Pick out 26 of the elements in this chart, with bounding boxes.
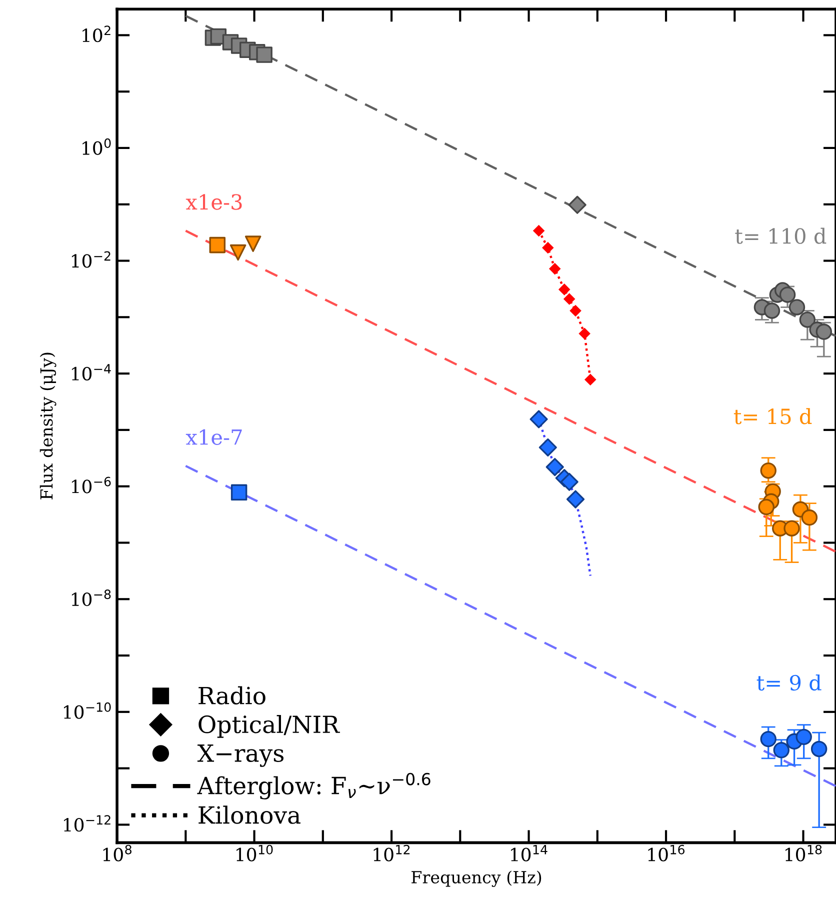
series-label: x1e-3 <box>186 194 242 210</box>
y-axis-title: Flux density (μJy) <box>40 352 56 500</box>
x-tick-label: 10$^{12}$ <box>374 844 410 862</box>
x-tick-label: 10$^{8}$ <box>103 844 132 862</box>
y-tick-label: 10$^{−6}$ <box>72 476 111 494</box>
x-tick-label: 10$^{16}$ <box>648 844 684 862</box>
x-tick-label: 10$^{18}$ <box>786 844 822 862</box>
y-tick-label: 10$^{−12}$ <box>64 815 110 832</box>
y-tick-label: 10$^{−2}$ <box>72 251 110 268</box>
annotation: Optical/NIR <box>198 714 340 738</box>
x-tick-label: 10$^{14}$ <box>511 845 548 862</box>
annotation: Kilonova <box>198 806 300 824</box>
y-tick-label: 10$^{0}$ <box>82 138 111 155</box>
text: t= 110 d <box>735 228 826 244</box>
y-tick-label: 10$^{2}$ <box>82 26 110 42</box>
text: t= 9 d <box>756 674 822 691</box>
y-tick-label: 10$^{−8}$ <box>72 590 111 606</box>
y-tick-label: 10$^{−10}$ <box>64 702 111 719</box>
x-tick-label: 10$^{10}$ <box>236 844 273 862</box>
text: t= 15 d <box>734 408 812 424</box>
annotation: Radio <box>198 686 266 705</box>
x-axis-title: Frequency (Hz) <box>412 870 542 887</box>
series-label: x1e-7 <box>186 429 242 445</box>
y-tick-label: 10$^{−4}$ <box>72 364 111 381</box>
annotation: X−rays <box>197 744 284 767</box>
annotation: Afterglow: F$_{ν}$∼ν$^{−0.6}$ <box>197 772 430 800</box>
